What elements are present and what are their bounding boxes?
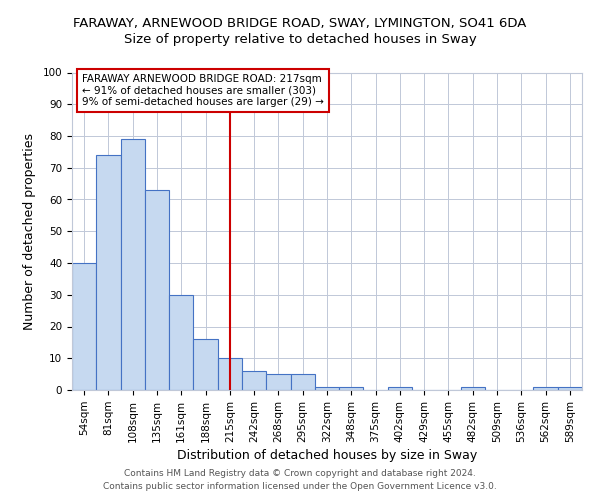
Y-axis label: Number of detached properties: Number of detached properties xyxy=(23,132,36,330)
Text: Contains HM Land Registry data © Crown copyright and database right 2024.: Contains HM Land Registry data © Crown c… xyxy=(124,468,476,477)
Bar xyxy=(558,387,582,390)
Bar xyxy=(388,387,412,390)
Bar xyxy=(266,374,290,390)
Bar xyxy=(315,387,339,390)
Bar xyxy=(193,339,218,390)
Bar xyxy=(339,387,364,390)
Bar xyxy=(145,190,169,390)
Bar xyxy=(96,155,121,390)
Bar xyxy=(72,263,96,390)
Bar xyxy=(121,139,145,390)
Bar xyxy=(533,387,558,390)
Bar xyxy=(218,358,242,390)
Bar xyxy=(290,374,315,390)
Bar xyxy=(169,294,193,390)
Text: Contains public sector information licensed under the Open Government Licence v3: Contains public sector information licen… xyxy=(103,482,497,491)
Bar xyxy=(242,371,266,390)
Bar xyxy=(461,387,485,390)
Text: FARAWAY ARNEWOOD BRIDGE ROAD: 217sqm
← 91% of detached houses are smaller (303)
: FARAWAY ARNEWOOD BRIDGE ROAD: 217sqm ← 9… xyxy=(82,74,324,108)
Text: FARAWAY, ARNEWOOD BRIDGE ROAD, SWAY, LYMINGTON, SO41 6DA: FARAWAY, ARNEWOOD BRIDGE ROAD, SWAY, LYM… xyxy=(73,18,527,30)
Text: Size of property relative to detached houses in Sway: Size of property relative to detached ho… xyxy=(124,32,476,46)
X-axis label: Distribution of detached houses by size in Sway: Distribution of detached houses by size … xyxy=(177,449,477,462)
